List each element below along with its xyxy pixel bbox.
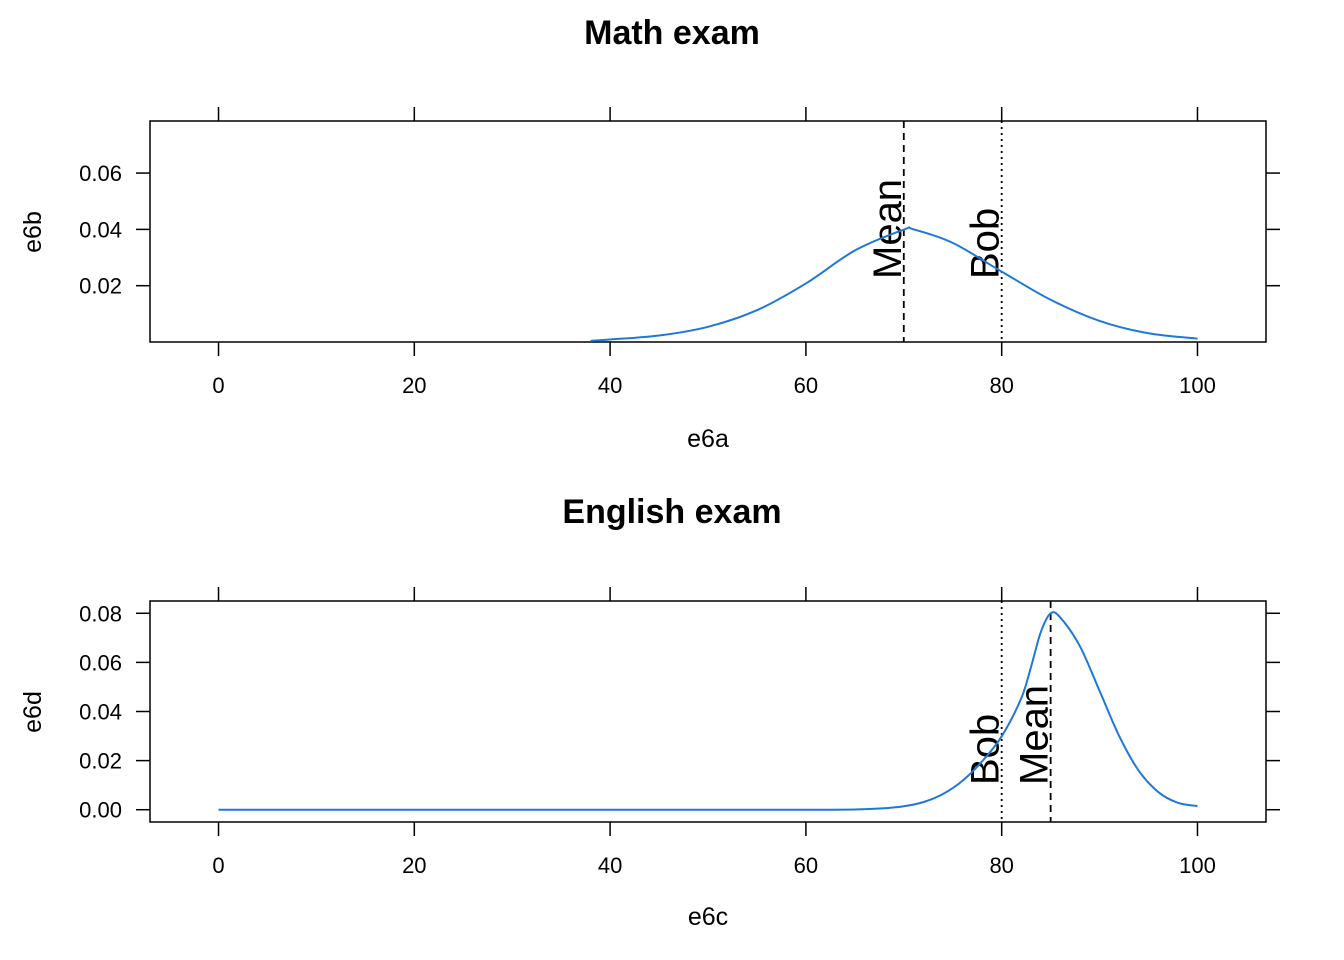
mean-marker-label: Mean <box>866 179 910 279</box>
series-layer <box>218 611 1198 811</box>
x-tick-label: 40 <box>598 373 622 398</box>
y-tick-label: 0.04 <box>79 700 122 725</box>
x-tick-label: 80 <box>989 373 1013 398</box>
y-tick-label: 0.02 <box>79 274 122 299</box>
chart-title: English exam <box>562 493 781 531</box>
chart-title: Math exam <box>584 14 760 52</box>
y-tick-label: 0.08 <box>79 601 122 626</box>
x-axis-label: e6a <box>687 425 729 453</box>
x-tick-label: 60 <box>794 373 818 398</box>
y-axis-ticks: 0.00 0.02 0.04 0.06 0.08 <box>79 601 1280 823</box>
math-exam-panel: Math exam 0 20 40 60 80 100 0.02 0.04 0.06 Mean… <box>19 14 1280 453</box>
y-axis-label: e6d <box>19 691 47 733</box>
y-tick-label: 0.04 <box>79 217 122 242</box>
reference-lines: Bob Mean <box>964 601 1057 822</box>
y-tick-label: 0.06 <box>79 650 122 675</box>
x-axis-ticks: 0 20 40 60 80 100 <box>212 587 1216 878</box>
density-curve <box>218 611 1198 811</box>
series-layer <box>590 226 1198 342</box>
x-tick-label: 80 <box>989 853 1013 878</box>
mean-marker-label: Mean <box>1013 685 1057 785</box>
reference-lines: Mean Bob <box>866 121 1008 342</box>
y-tick-label: 0.06 <box>79 161 122 186</box>
plot-frame <box>149 120 1267 343</box>
x-tick-label: 100 <box>1179 373 1216 398</box>
x-tick-label: 100 <box>1179 853 1216 878</box>
y-tick-label: 0.02 <box>79 749 122 774</box>
plot-frame <box>149 600 1267 823</box>
x-tick-label: 0 <box>212 853 224 878</box>
x-tick-label: 60 <box>794 853 818 878</box>
x-tick-label: 0 <box>212 373 224 398</box>
density-curve <box>590 226 1198 342</box>
english-exam-panel: English exam 0 20 40 60 80 100 0.000.020.040.… <box>19 493 1280 931</box>
x-tick-label: 40 <box>598 853 622 878</box>
bob-marker-label: Bob <box>964 208 1008 279</box>
x-tick-label: 20 <box>402 373 426 398</box>
x-axis-label: e6c <box>688 903 728 931</box>
y-axis-ticks: 0.02 0.04 0.06 <box>79 161 1280 299</box>
x-axis-ticks: 0 20 40 60 80 100 <box>212 107 1216 398</box>
y-tick-label: 0.00 <box>79 798 122 823</box>
x-tick-label: 20 <box>402 853 426 878</box>
y-axis-label: e6b <box>19 211 47 253</box>
